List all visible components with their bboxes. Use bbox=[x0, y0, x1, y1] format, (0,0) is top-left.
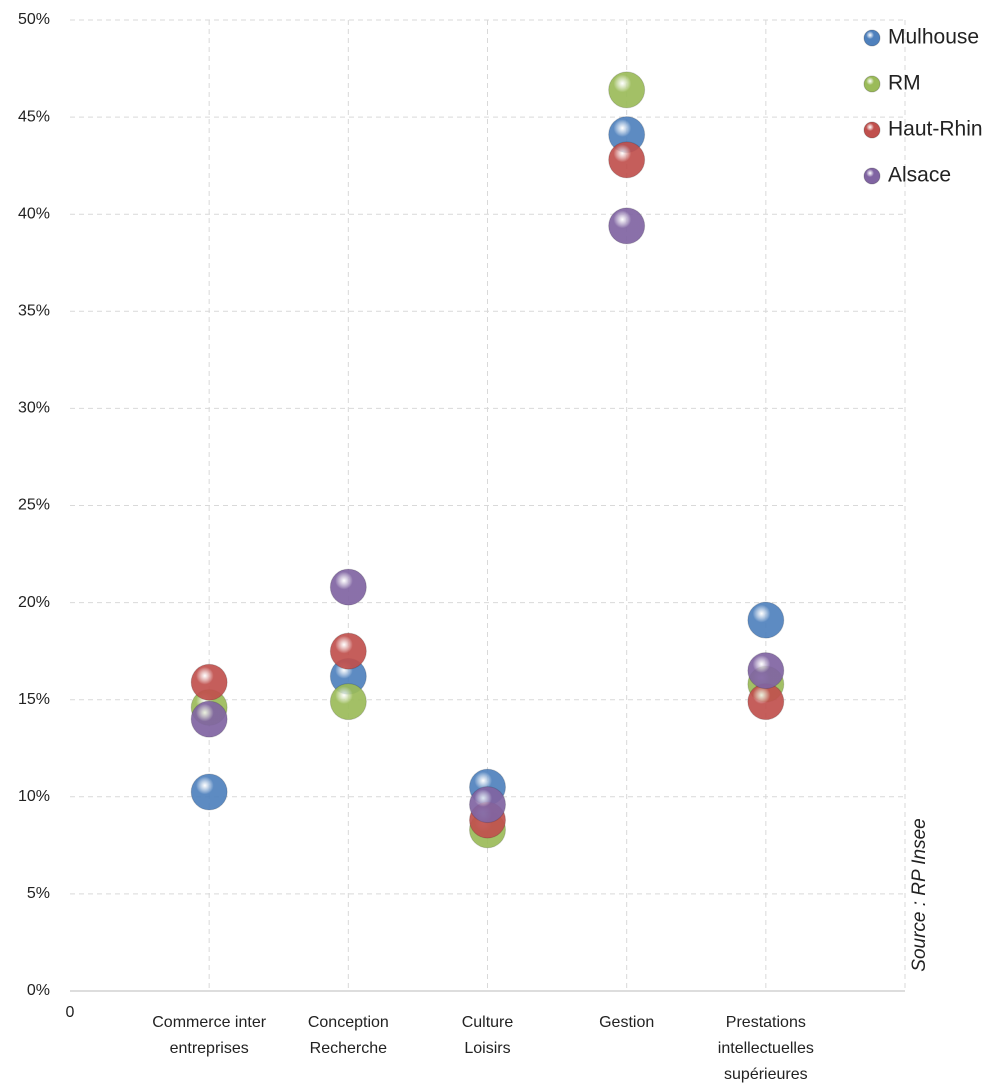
x-category-line: Conception bbox=[308, 1014, 389, 1031]
x-category-label: Prestations intellectuelles supérieures bbox=[718, 1014, 814, 1083]
y-tick-label: 20% bbox=[18, 594, 50, 611]
legend-label: Alsace bbox=[888, 164, 951, 187]
y-tick-label: 30% bbox=[18, 400, 50, 417]
dot bbox=[608, 141, 646, 179]
y-tick-label: 50% bbox=[18, 11, 50, 28]
legend-marker bbox=[863, 29, 881, 47]
legend-marker bbox=[863, 167, 881, 185]
y-tick-label: 40% bbox=[18, 205, 50, 222]
dot bbox=[469, 786, 506, 824]
y-tick-label: 35% bbox=[18, 303, 50, 320]
legend-label: Mulhouse bbox=[888, 26, 979, 49]
dot bbox=[190, 700, 228, 738]
dot bbox=[608, 71, 646, 109]
legend-marker bbox=[863, 121, 881, 139]
dot bbox=[747, 601, 785, 639]
x-category-line: Prestations bbox=[726, 1014, 806, 1031]
y-tick-label: 5% bbox=[27, 885, 50, 902]
x-category-label: Gestion bbox=[599, 1014, 654, 1031]
source-note: Source : RP Insee bbox=[909, 818, 930, 971]
y-tick-label: 15% bbox=[18, 691, 50, 708]
dot bbox=[190, 663, 228, 701]
x-category-line: entreprises bbox=[170, 1040, 249, 1057]
x-category-label: Culture Loisirs bbox=[462, 1014, 514, 1057]
x-category-line: supérieures bbox=[724, 1066, 808, 1083]
x-category-label: Commerce inter entreprises bbox=[152, 1014, 266, 1057]
x-category-line: Loisirs bbox=[464, 1040, 510, 1057]
x-category-line: Recherche bbox=[310, 1040, 387, 1057]
dot bbox=[329, 683, 367, 721]
dot bbox=[608, 207, 646, 245]
y-tick-label: 10% bbox=[18, 788, 50, 805]
x-category-line: Gestion bbox=[599, 1014, 654, 1031]
dot bbox=[190, 773, 228, 811]
x-category-label: Conception Recherche bbox=[308, 1014, 389, 1057]
dot bbox=[329, 632, 367, 670]
x-category-line: Culture bbox=[462, 1014, 514, 1031]
legend-label: RM bbox=[888, 72, 921, 95]
x-category-line: Commerce inter bbox=[152, 1014, 266, 1031]
x-tick-label: 0 bbox=[66, 1004, 75, 1021]
dot bbox=[329, 568, 367, 606]
x-category-line: intellectuelles bbox=[718, 1040, 814, 1057]
y-tick-label: 0% bbox=[27, 982, 50, 999]
dot bbox=[747, 652, 785, 690]
y-tick-label: 45% bbox=[18, 108, 50, 125]
y-tick-label: 25% bbox=[18, 497, 50, 514]
legend-label: Haut-Rhin bbox=[888, 118, 983, 141]
legend-marker bbox=[863, 75, 881, 93]
